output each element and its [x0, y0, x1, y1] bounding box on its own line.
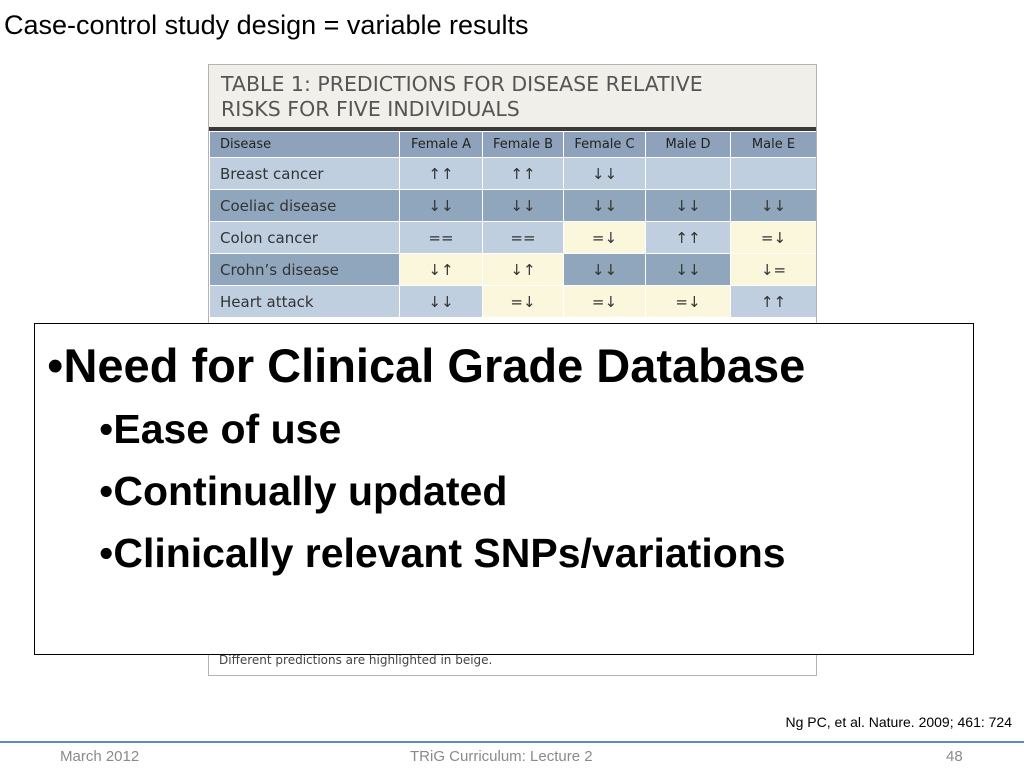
table-heading-line-1: TABLE 1: PREDICTIONS FOR DISEASE RELATIV… — [221, 72, 703, 96]
citation: Ng PC, et al. Nature. 2009; 461: 724 — [785, 714, 1012, 730]
table-row: Heart attack ↓↓ =↓ =↓ =↓ ↑↑ — [209, 285, 816, 318]
risk-cell: ↑↑ — [482, 157, 564, 190]
table-row: Coeliac disease ↓↓ ↓↓ ↓↓ ↓↓ ↓↓ — [209, 189, 816, 222]
risk-cell: ↓↓ — [645, 189, 731, 222]
footer-course-title: TRiG Curriculum: Lecture 2 — [410, 748, 593, 765]
sub-bullet: •Clinically relevant SNPs/variations — [99, 530, 786, 577]
risk-cell: ↓↓ — [730, 189, 816, 222]
column-header-male-e: Male E — [730, 131, 816, 158]
risk-cell-highlighted: ↓↑ — [399, 253, 483, 286]
risk-table: Disease Female A Female B Female C Male … — [209, 131, 816, 318]
risk-cell: ↓↓ — [399, 285, 483, 318]
risk-cell: ↑↑ — [399, 157, 483, 190]
column-header-female-c: Female C — [563, 131, 646, 158]
risk-cell: ↓↓ — [645, 253, 731, 286]
footer-divider — [0, 741, 1024, 743]
table-footnote: Different predictions are highlighted in… — [219, 653, 493, 667]
disease-name-cell: Colon cancer — [209, 221, 400, 254]
risk-cell-highlighted: =↓ — [563, 285, 646, 318]
risk-cell-highlighted: ↓= — [730, 253, 816, 286]
main-bullet: •Need for Clinical Grade Database — [47, 338, 805, 393]
bullet-dot: • — [47, 339, 64, 392]
table-heading-rule — [209, 127, 816, 131]
bullet-overlay-box: •Need for Clinical Grade Database •Ease … — [34, 323, 974, 655]
risk-cell: ↓↓ — [563, 253, 646, 286]
main-bullet-text: Need for Clinical Grade Database — [63, 339, 806, 392]
slide-title: Case-control study design = variable res… — [4, 10, 529, 40]
risk-cell-highlighted: ↓↑ — [482, 253, 564, 286]
risk-cell: ↓↓ — [563, 157, 646, 190]
risk-cell: ↓↓ — [563, 189, 646, 222]
table-heading-area: TABLE 1: PREDICTIONS FOR DISEASE RELATIV… — [209, 65, 816, 127]
bullet-dot: • — [99, 530, 114, 576]
sub-bullet: •Continually updated — [99, 468, 507, 515]
table-header-row: Disease Female A Female B Female C Male … — [209, 131, 816, 158]
risk-cell-highlighted: =↓ — [645, 285, 731, 318]
table-heading-line-2: RISKS FOR FIVE INDIVIDUALS — [221, 97, 520, 121]
risk-table-figure: TABLE 1: PREDICTIONS FOR DISEASE RELATIV… — [208, 64, 817, 676]
risk-cell: ↑↑ — [730, 285, 816, 318]
risk-cell: == — [482, 221, 564, 254]
column-header-female-b: Female B — [482, 131, 564, 158]
sub-bullet-text: Clinically relevant SNPs/variations — [113, 530, 786, 576]
table-row: Breast cancer ↑↑ ↑↑ ↓↓ — [209, 157, 816, 190]
table-row: Colon cancer == == =↓ ↑↑ =↓ — [209, 221, 816, 254]
disease-name-cell: Crohn’s disease — [209, 253, 400, 286]
disease-name-cell: Heart attack — [209, 285, 400, 318]
footer-date: March 2012 — [60, 748, 140, 765]
disease-name-cell: Coeliac disease — [209, 189, 400, 222]
bullet-dot: • — [99, 406, 114, 452]
sub-bullet-text: Continually updated — [113, 468, 508, 514]
sub-bullet: •Ease of use — [99, 406, 341, 453]
table-row: Crohn’s disease ↓↑ ↓↑ ↓↓ ↓↓ ↓= — [209, 253, 816, 286]
column-header-male-d: Male D — [645, 131, 731, 158]
risk-cell-highlighted: =↓ — [730, 221, 816, 254]
risk-cell-highlighted: =↓ — [563, 221, 646, 254]
risk-cell: ↓↓ — [482, 189, 564, 222]
slide-number: 48 — [946, 748, 963, 765]
risk-cell — [730, 157, 816, 190]
risk-cell-highlighted: =↓ — [482, 285, 564, 318]
disease-name-cell: Breast cancer — [209, 157, 400, 190]
risk-cell: == — [399, 221, 483, 254]
sub-bullet-text: Ease of use — [113, 406, 342, 452]
risk-cell: ↑↑ — [645, 221, 731, 254]
column-header-female-a: Female A — [399, 131, 483, 158]
column-header-disease: Disease — [209, 131, 400, 158]
risk-cell: ↓↓ — [399, 189, 483, 222]
risk-cell — [645, 157, 731, 190]
bullet-dot: • — [99, 468, 114, 514]
